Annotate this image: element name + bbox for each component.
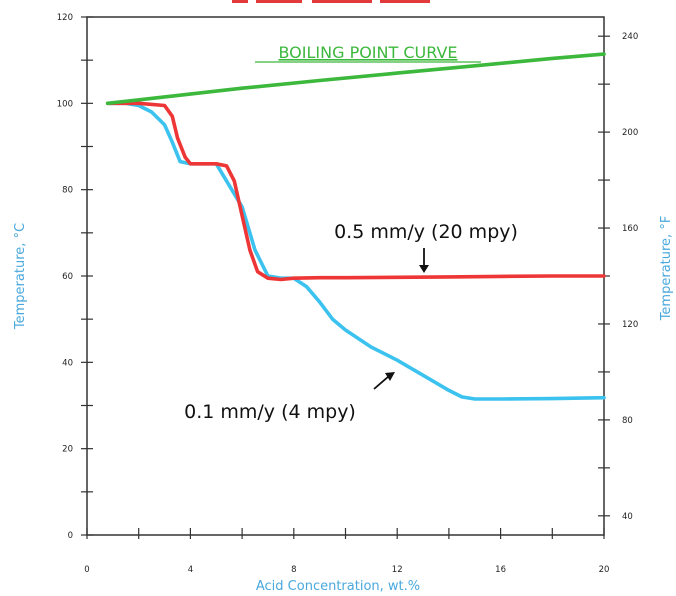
blue-label-arrow	[373, 372, 395, 390]
cropped-title-mark-1	[232, 0, 248, 3]
red-curve-label: 0.5 mm/y (20 mpy)	[334, 221, 518, 243]
cropped-title-mark-3	[312, 0, 372, 3]
x-tick-label: 16	[495, 565, 506, 575]
x-tick-label: 0	[84, 565, 89, 575]
y-axis-label-left: Temperature, °C	[13, 223, 28, 330]
y-tick-label: 100	[57, 99, 73, 109]
right-tick-label: 160	[622, 224, 638, 234]
x-tick-label: 12	[392, 565, 403, 575]
right-tick-label: 240	[622, 32, 638, 42]
right-tick-label: 120	[622, 320, 638, 330]
cropped-title-fragment	[232, 0, 430, 3]
red-label-arrow	[419, 248, 429, 273]
x-axis-label: Acid Concentration, wt.%	[256, 579, 420, 594]
right-tick-label: 200	[622, 128, 638, 138]
y-tick-label: 80	[62, 186, 73, 196]
cropped-title-mark-2	[256, 0, 302, 3]
x-tick-label: 4	[188, 565, 193, 575]
left-axis-ticks: 0 20 40 60 80 100 120	[57, 13, 93, 541]
boiling-curve-label: BOILING POINT CURVE	[278, 43, 457, 62]
y-tick-label: 40	[62, 358, 73, 368]
x-tick-label: 8	[291, 565, 296, 575]
y-tick-label: 120	[57, 13, 73, 23]
series-line-red	[105, 101, 606, 282]
right-tick-label: 80	[622, 416, 633, 426]
y-tick-label: 60	[62, 272, 73, 282]
y-axis-label-right: Temperature, °F	[659, 216, 674, 322]
series-line-boiling	[105, 52, 606, 106]
y-tick-label: 20	[62, 445, 73, 455]
x-tick-label: 20	[599, 565, 610, 575]
right-tick-label: 40	[622, 512, 633, 522]
bottom-axis-ticks: 0 4 8 12 16 20	[84, 528, 609, 575]
series-layer	[105, 52, 606, 401]
blue-curve-label: 0.1 mm/y (4 mpy)	[184, 401, 356, 423]
y-tick-label: 0	[68, 531, 73, 541]
cropped-title-mark-4	[380, 0, 430, 3]
